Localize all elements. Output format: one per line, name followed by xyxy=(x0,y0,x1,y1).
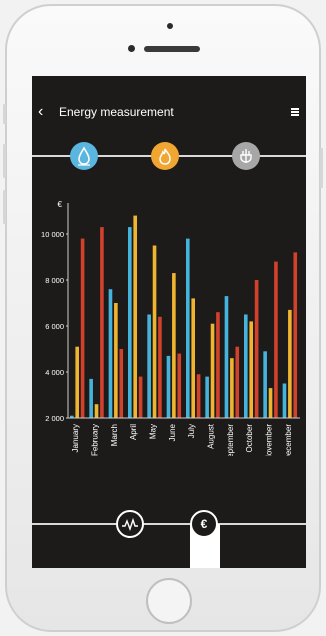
chart-svg: €2 000 4 000 6 000 8 000 10 000 January Februa… xyxy=(41,200,300,456)
x-tick-label: April xyxy=(129,424,138,440)
bar-may-1 xyxy=(152,245,157,418)
bar-july-2 xyxy=(196,374,201,418)
y-tick-label: 6 000 xyxy=(45,322,64,331)
bar-december-2 xyxy=(293,252,298,418)
bar-september-0 xyxy=(224,296,229,418)
bar-january-0 xyxy=(70,415,74,418)
x-tick-label: September xyxy=(226,424,235,456)
proximity-sensor xyxy=(128,45,135,52)
bar-april-1 xyxy=(133,215,137,418)
x-tick-label: March xyxy=(110,424,119,446)
x-tick-label: May xyxy=(148,424,157,439)
grid-icon[interactable] xyxy=(291,107,301,119)
x-tick-label: November xyxy=(264,424,273,456)
bar-october-2 xyxy=(254,280,259,418)
bar-january-1 xyxy=(75,346,79,418)
euro-icon[interactable]: € xyxy=(190,510,218,538)
bar-july-0 xyxy=(186,238,190,418)
x-tick-label: June xyxy=(168,423,177,441)
bar-december-0 xyxy=(282,383,287,418)
power-plug-icon[interactable] xyxy=(232,142,260,170)
bar-september-1 xyxy=(230,358,234,418)
bar-december-1 xyxy=(288,309,292,418)
x-tick-label: February xyxy=(90,424,99,456)
home-button[interactable] xyxy=(146,578,192,624)
page-title: Energy measurement xyxy=(59,105,174,119)
x-tick-label: August xyxy=(206,423,215,449)
bar-february-0 xyxy=(89,378,93,418)
app-header: ‹ Energy measurement xyxy=(32,76,306,150)
bar-april-2 xyxy=(138,376,143,418)
bar-february-1 xyxy=(94,404,99,418)
front-camera xyxy=(167,23,173,29)
earpiece-speaker xyxy=(144,46,200,52)
bar-february-2 xyxy=(100,227,104,418)
volume-down-button xyxy=(3,190,6,224)
bar-june-2 xyxy=(177,353,182,418)
meter-icon[interactable] xyxy=(116,510,144,538)
bar-october-1 xyxy=(249,321,253,418)
y-tick-label: 10 000 xyxy=(41,230,64,239)
bar-november-1 xyxy=(268,388,273,418)
volume-up-button xyxy=(3,144,6,178)
x-tick-label: December xyxy=(284,424,293,456)
x-tick-label: January xyxy=(71,424,80,452)
flame-icon[interactable] xyxy=(151,142,179,170)
bar-september-2 xyxy=(235,346,240,418)
y-tick-label: 2 000 xyxy=(45,414,64,423)
bar-november-0 xyxy=(263,351,267,418)
power-button xyxy=(320,148,323,188)
bar-march-1 xyxy=(114,303,118,418)
app-screen: ‹ Energy measurement €2 000 4 000 6 000 8 0… xyxy=(32,76,306,568)
bar-march-2 xyxy=(119,349,124,418)
bar-october-0 xyxy=(244,314,248,418)
monthly-cost-chart: €2 000 4 000 6 000 8 000 10 000 January Februa… xyxy=(32,196,306,456)
bar-march-0 xyxy=(108,289,113,418)
y-axis-unit: € xyxy=(58,200,63,209)
bar-may-0 xyxy=(147,314,151,418)
bar-august-1 xyxy=(210,323,215,418)
y-tick-label: 4 000 xyxy=(45,368,64,377)
x-tick-label: July xyxy=(187,424,196,438)
x-tick-label: October xyxy=(245,424,254,453)
chevron-left-icon[interactable]: ‹ xyxy=(38,103,44,120)
bar-august-0 xyxy=(205,376,209,418)
bar-april-0 xyxy=(128,227,132,418)
bar-november-2 xyxy=(274,261,278,418)
bar-august-2 xyxy=(216,312,220,418)
silent-switch xyxy=(3,104,6,124)
bar-july-1 xyxy=(191,298,195,418)
euro-tab-label: € xyxy=(200,517,208,531)
tab-bar-line xyxy=(32,523,306,525)
bar-may-2 xyxy=(158,316,162,418)
bar-june-1 xyxy=(172,273,176,418)
y-tick-label: 8 000 xyxy=(45,276,64,285)
bar-june-0 xyxy=(166,355,171,418)
water-drop-icon[interactable] xyxy=(70,142,98,170)
bar-january-2 xyxy=(80,238,85,418)
